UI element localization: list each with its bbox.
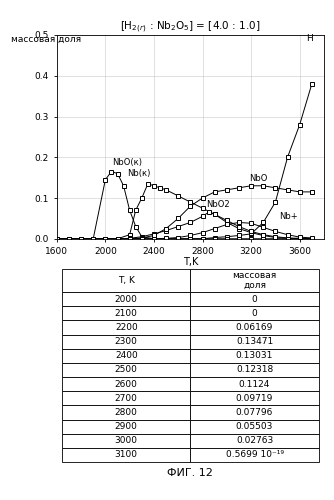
Text: Nb(к): Nb(к) xyxy=(127,170,151,178)
Text: NbO: NbO xyxy=(249,174,267,182)
Text: массовая доля: массовая доля xyxy=(11,35,81,44)
Text: NbO(к): NbO(к) xyxy=(112,158,142,168)
Text: ФИГ. 12: ФИГ. 12 xyxy=(167,468,213,478)
Text: NbO2: NbO2 xyxy=(206,200,230,209)
X-axis label: T,K: T,K xyxy=(183,258,198,268)
Text: H: H xyxy=(306,34,313,43)
Text: Nb+: Nb+ xyxy=(279,212,298,221)
Title: [H$_{2(г)}$ : Nb$_2$O$_5$] = [4.0 : 1.0]: [H$_{2(г)}$ : Nb$_2$O$_5$] = [4.0 : 1.0] xyxy=(120,20,261,35)
